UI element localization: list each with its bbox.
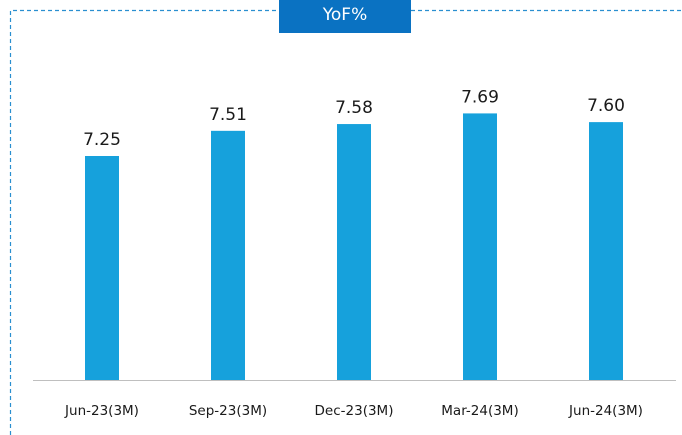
bars-group [85,113,623,381]
bar-value-label-3: 7.69 [461,87,499,107]
bar-value-label-4: 7.60 [587,96,625,116]
bar-2 [337,124,371,380]
x-tick-label-0: Jun-23(3M) [64,403,139,419]
x-tick-label-2: Dec-23(3M) [315,403,394,419]
value-labels-group: 7.25 7.51 7.58 7.69 7.60 [83,87,625,150]
x-tick-label-4: Jun-24(3M) [568,403,643,419]
x-tick-label-1: Sep-23(3M) [189,403,267,419]
x-tick-label-3: Mar-24(3M) [441,403,518,419]
x-tick-labels-group: Jun-23(3M) Sep-23(3M) Dec-23(3M) Mar-24(3M)… [64,403,643,419]
bar-4 [589,122,623,381]
bar-value-label-1: 7.51 [209,105,247,125]
bar-1 [211,130,245,380]
bar-value-label-2: 7.58 [335,98,373,118]
bar-value-label-0: 7.25 [83,130,121,150]
chart-title: YoF% [279,0,411,33]
bar-0 [85,156,119,380]
bar-3 [463,113,497,381]
